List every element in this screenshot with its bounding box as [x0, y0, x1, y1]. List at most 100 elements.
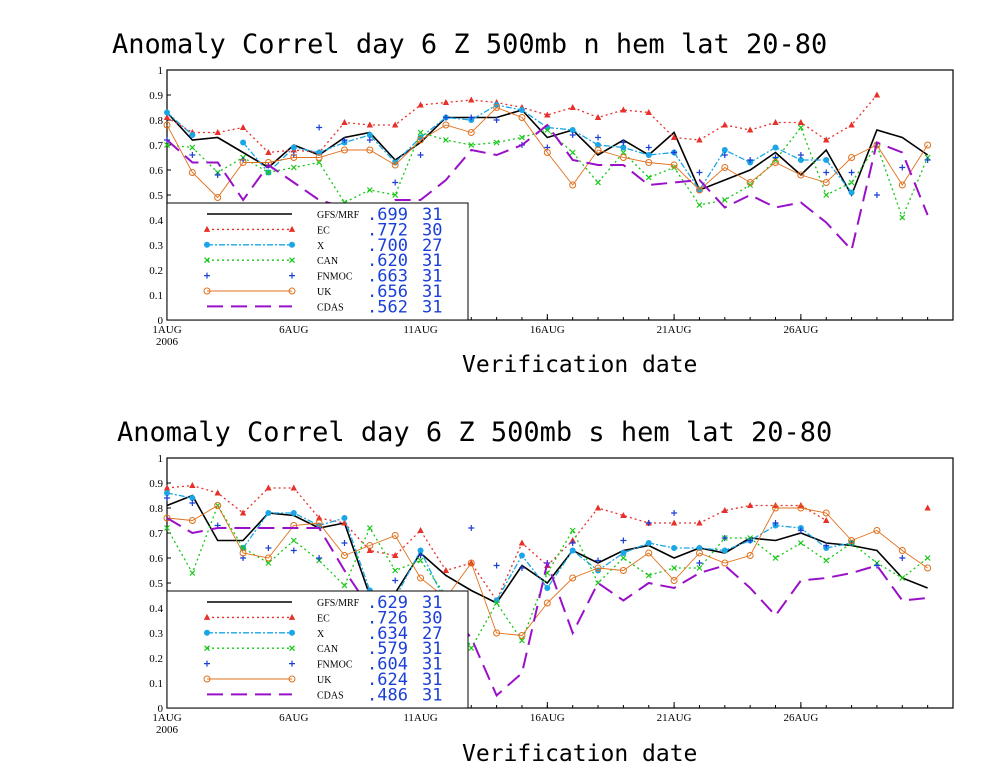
data-point: [290, 510, 297, 516]
legend-marker: [203, 225, 211, 232]
legend-name: UK: [317, 675, 332, 686]
data-point: [670, 577, 678, 584]
data-point: [696, 560, 703, 566]
data-point: [696, 565, 703, 571]
data-point: [164, 109, 170, 116]
data-point: [189, 495, 196, 501]
x-tick-label: 1AUG: [152, 712, 181, 724]
data-point: [645, 159, 653, 166]
data-point: [671, 545, 678, 551]
data-point: [442, 99, 450, 105]
data-point: [189, 144, 196, 151]
data-point: [899, 575, 906, 581]
y-tick-label: 0.5: [149, 578, 163, 590]
data-point: [392, 179, 399, 186]
y-tick-label: 0.3: [149, 240, 163, 252]
data-point: [366, 187, 373, 193]
data-point: [797, 527, 804, 534]
data-point: [797, 119, 805, 125]
data-point: [822, 509, 830, 517]
legend-mean: .656: [367, 282, 408, 302]
data-point: [620, 144, 627, 151]
data-point: [848, 169, 855, 176]
data-point: [721, 164, 729, 171]
data-point: [316, 159, 323, 166]
legend-box: [166, 202, 469, 321]
data-point: [747, 537, 754, 544]
y-tick-label: 0.4: [149, 603, 163, 615]
legend-name: FNMOC: [317, 272, 353, 283]
data-point: [569, 181, 577, 189]
data-point: [265, 484, 272, 491]
data-point: [670, 134, 678, 140]
data-point: [391, 121, 399, 128]
data-point: [214, 489, 221, 496]
legend-count: 31: [422, 685, 442, 705]
data-point: [544, 127, 551, 133]
legend-count: 31: [422, 670, 442, 690]
legend-mean: .699: [367, 205, 408, 225]
data-point: [544, 585, 551, 591]
legend-mean: .663: [367, 267, 408, 287]
data-point: [645, 549, 653, 557]
data-point: [467, 559, 475, 567]
data-point: [671, 565, 678, 571]
data-point: [620, 106, 627, 113]
data-point: [898, 547, 906, 554]
data-point: [696, 545, 703, 551]
data-point: [595, 142, 602, 148]
data-point: [163, 121, 171, 129]
x-tick-sublabel: 2006: [156, 336, 179, 348]
legend-marker: [289, 272, 295, 279]
legend-name: CDAS: [317, 690, 344, 701]
data-point: [239, 509, 247, 516]
data-point: [619, 154, 627, 161]
data-point: [620, 149, 627, 156]
data-point: [569, 547, 576, 554]
legend-marker: [204, 241, 210, 248]
legend-name: UK: [317, 287, 332, 298]
data-point: [848, 179, 855, 186]
data-point: [899, 214, 906, 221]
legend-name: CDAS: [317, 302, 344, 313]
data-point: [239, 159, 247, 166]
y-tick-label: 0.2: [149, 653, 163, 665]
y-tick-label: 0.2: [149, 265, 163, 277]
data-point: [316, 124, 323, 131]
data-point: [696, 136, 703, 143]
y-tick-label: 1: [158, 453, 164, 465]
series-line: [166, 504, 928, 636]
legend-mean: .700: [367, 236, 408, 256]
series-cdas: [166, 517, 928, 698]
data-point: [188, 169, 196, 176]
data-point: [645, 572, 652, 579]
data-point: [823, 157, 830, 163]
data-point: [290, 537, 297, 544]
legend-marker: [289, 645, 295, 652]
data-point: [239, 124, 247, 130]
chart-title: Anomaly Correl day 6 Z 500mb n hem lat 2…: [112, 29, 827, 60]
data-point: [747, 157, 754, 163]
chart-title: Anomaly Correl day 6 Z 500mb s hem lat 2…: [117, 417, 832, 448]
data-point: [366, 121, 374, 128]
data-point: [746, 552, 754, 559]
legend-name: CAN: [317, 644, 338, 655]
data-point: [848, 121, 855, 128]
legend-marker: [203, 675, 211, 683]
data-point: [721, 559, 729, 567]
data-point: [493, 104, 501, 111]
data-point: [772, 555, 779, 561]
data-point: [924, 564, 932, 572]
legend-count: 31: [422, 655, 442, 675]
data-point: [924, 504, 931, 511]
data-point: [340, 146, 348, 154]
x-tick-label: 11AUG: [403, 712, 437, 724]
data-point: [518, 107, 525, 113]
data-point: [164, 142, 170, 148]
data-point: [214, 129, 221, 135]
x-tick-label: 21AUG: [657, 712, 692, 724]
data-point: [417, 136, 425, 144]
data-point: [366, 132, 373, 138]
data-point: [645, 520, 652, 526]
data-point: [341, 119, 348, 125]
